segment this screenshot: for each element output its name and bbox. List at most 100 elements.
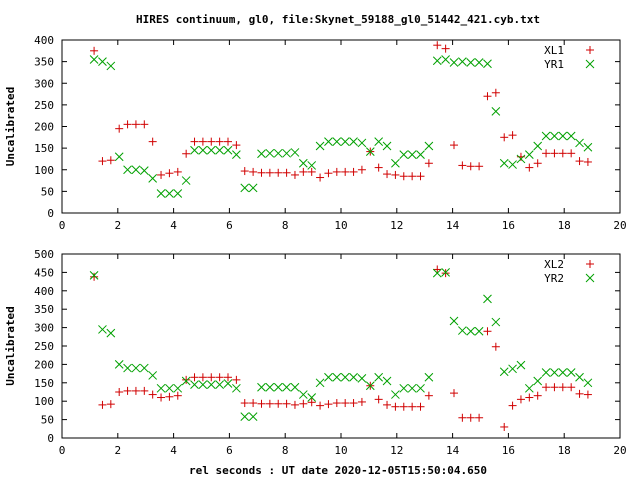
x-tick-label: 20 bbox=[613, 444, 626, 457]
x-tick-label: 6 bbox=[226, 444, 233, 457]
data-point-d2 bbox=[89, 55, 99, 64]
x-tick-label: 16 bbox=[502, 219, 515, 232]
data-point bbox=[382, 376, 392, 386]
y-tick-label: 50 bbox=[41, 185, 54, 198]
data-point bbox=[441, 269, 450, 278]
data-point bbox=[198, 373, 207, 382]
data-point bbox=[207, 373, 216, 382]
data-point bbox=[357, 165, 366, 174]
data-point bbox=[558, 368, 568, 377]
data-point bbox=[416, 383, 425, 393]
data-point bbox=[165, 169, 174, 178]
data-point bbox=[349, 372, 358, 382]
data-point-d2 bbox=[416, 150, 425, 159]
data-point-d2 bbox=[324, 372, 333, 382]
data-point bbox=[190, 145, 199, 155]
data-point bbox=[215, 137, 224, 146]
data-point-d2 bbox=[508, 364, 517, 374]
data-point bbox=[165, 392, 174, 401]
data-point-d2 bbox=[340, 137, 350, 146]
data-point bbox=[558, 131, 568, 141]
plot-bottom: 0 2 4 6 8 10 12 14 16 18 2005010015020025030035040… bbox=[4, 248, 627, 457]
data-point-d2 bbox=[365, 147, 375, 156]
data-point bbox=[315, 141, 325, 151]
data-point bbox=[408, 402, 417, 411]
data-point bbox=[123, 120, 132, 129]
data-point bbox=[282, 399, 291, 408]
data-point bbox=[240, 412, 250, 422]
data-point-d2 bbox=[106, 328, 116, 338]
data-point bbox=[257, 168, 266, 177]
data-point-d2 bbox=[524, 150, 534, 159]
y-tick-label: 150 bbox=[34, 377, 54, 390]
data-point bbox=[89, 270, 99, 280]
data-point bbox=[215, 380, 224, 389]
data-point bbox=[432, 56, 442, 66]
data-point bbox=[475, 162, 484, 171]
data-point bbox=[123, 363, 132, 373]
data-point-d2 bbox=[340, 372, 350, 382]
data-point bbox=[232, 375, 241, 384]
y-tick-label: 200 bbox=[34, 358, 54, 371]
data-point bbox=[541, 368, 551, 377]
data-point bbox=[525, 393, 534, 402]
data-point-d2 bbox=[190, 145, 199, 155]
data-point bbox=[349, 137, 358, 146]
y-tick-label: 0 bbox=[47, 432, 54, 445]
data-point bbox=[265, 148, 275, 158]
data-point bbox=[416, 402, 425, 411]
data-point bbox=[148, 137, 157, 146]
data-point bbox=[558, 149, 567, 158]
data-point bbox=[332, 399, 341, 408]
data-point-d2 bbox=[466, 58, 476, 67]
data-point bbox=[173, 189, 183, 198]
data-point-d2 bbox=[181, 176, 191, 185]
data-point-d2 bbox=[558, 131, 568, 141]
data-point bbox=[466, 326, 476, 336]
plot-frame bbox=[61, 253, 621, 439]
data-point bbox=[198, 145, 208, 155]
data-point bbox=[307, 393, 317, 402]
data-point bbox=[148, 371, 158, 380]
x-axis-label: rel seconds : UT date 2020-12-05T15:50:0… bbox=[189, 464, 487, 477]
data-point bbox=[349, 399, 358, 408]
data-point bbox=[341, 399, 350, 408]
data-point-d2 bbox=[441, 268, 450, 277]
data-point-d2 bbox=[516, 154, 526, 164]
data-point bbox=[441, 55, 450, 64]
data-point bbox=[357, 397, 366, 406]
data-point-d2 bbox=[449, 316, 459, 326]
data-point bbox=[340, 137, 350, 146]
data-point bbox=[449, 316, 459, 326]
data-point bbox=[98, 325, 107, 334]
data-point-d2 bbox=[575, 372, 584, 382]
data-point-d2 bbox=[583, 142, 593, 152]
data-point bbox=[583, 157, 592, 166]
data-point bbox=[332, 137, 342, 146]
data-point bbox=[182, 149, 191, 158]
data-point-d2 bbox=[558, 368, 568, 377]
data-point-d2 bbox=[432, 56, 442, 66]
data-point-d2 bbox=[307, 393, 317, 402]
data-point-d2 bbox=[332, 137, 342, 146]
data-point bbox=[299, 399, 308, 408]
x-tick-label: 14 bbox=[446, 219, 460, 232]
data-point-d2 bbox=[148, 371, 158, 380]
data-point bbox=[466, 58, 476, 67]
data-point-d2 bbox=[173, 383, 183, 393]
data-point-d2 bbox=[583, 378, 593, 388]
data-point bbox=[349, 167, 358, 176]
data-point-d2 bbox=[524, 383, 534, 393]
data-point bbox=[550, 368, 559, 377]
data-point bbox=[232, 141, 241, 150]
data-point-d2 bbox=[474, 58, 484, 67]
data-point-d2 bbox=[391, 390, 400, 399]
data-point-d2 bbox=[491, 317, 501, 327]
data-point bbox=[206, 380, 216, 389]
legend-marker-d2 bbox=[585, 59, 595, 69]
data-point-d2 bbox=[349, 372, 358, 382]
data-point-d2 bbox=[89, 270, 99, 280]
data-point-d2 bbox=[499, 367, 509, 377]
data-point-d2 bbox=[265, 382, 275, 392]
data-point bbox=[491, 107, 501, 116]
